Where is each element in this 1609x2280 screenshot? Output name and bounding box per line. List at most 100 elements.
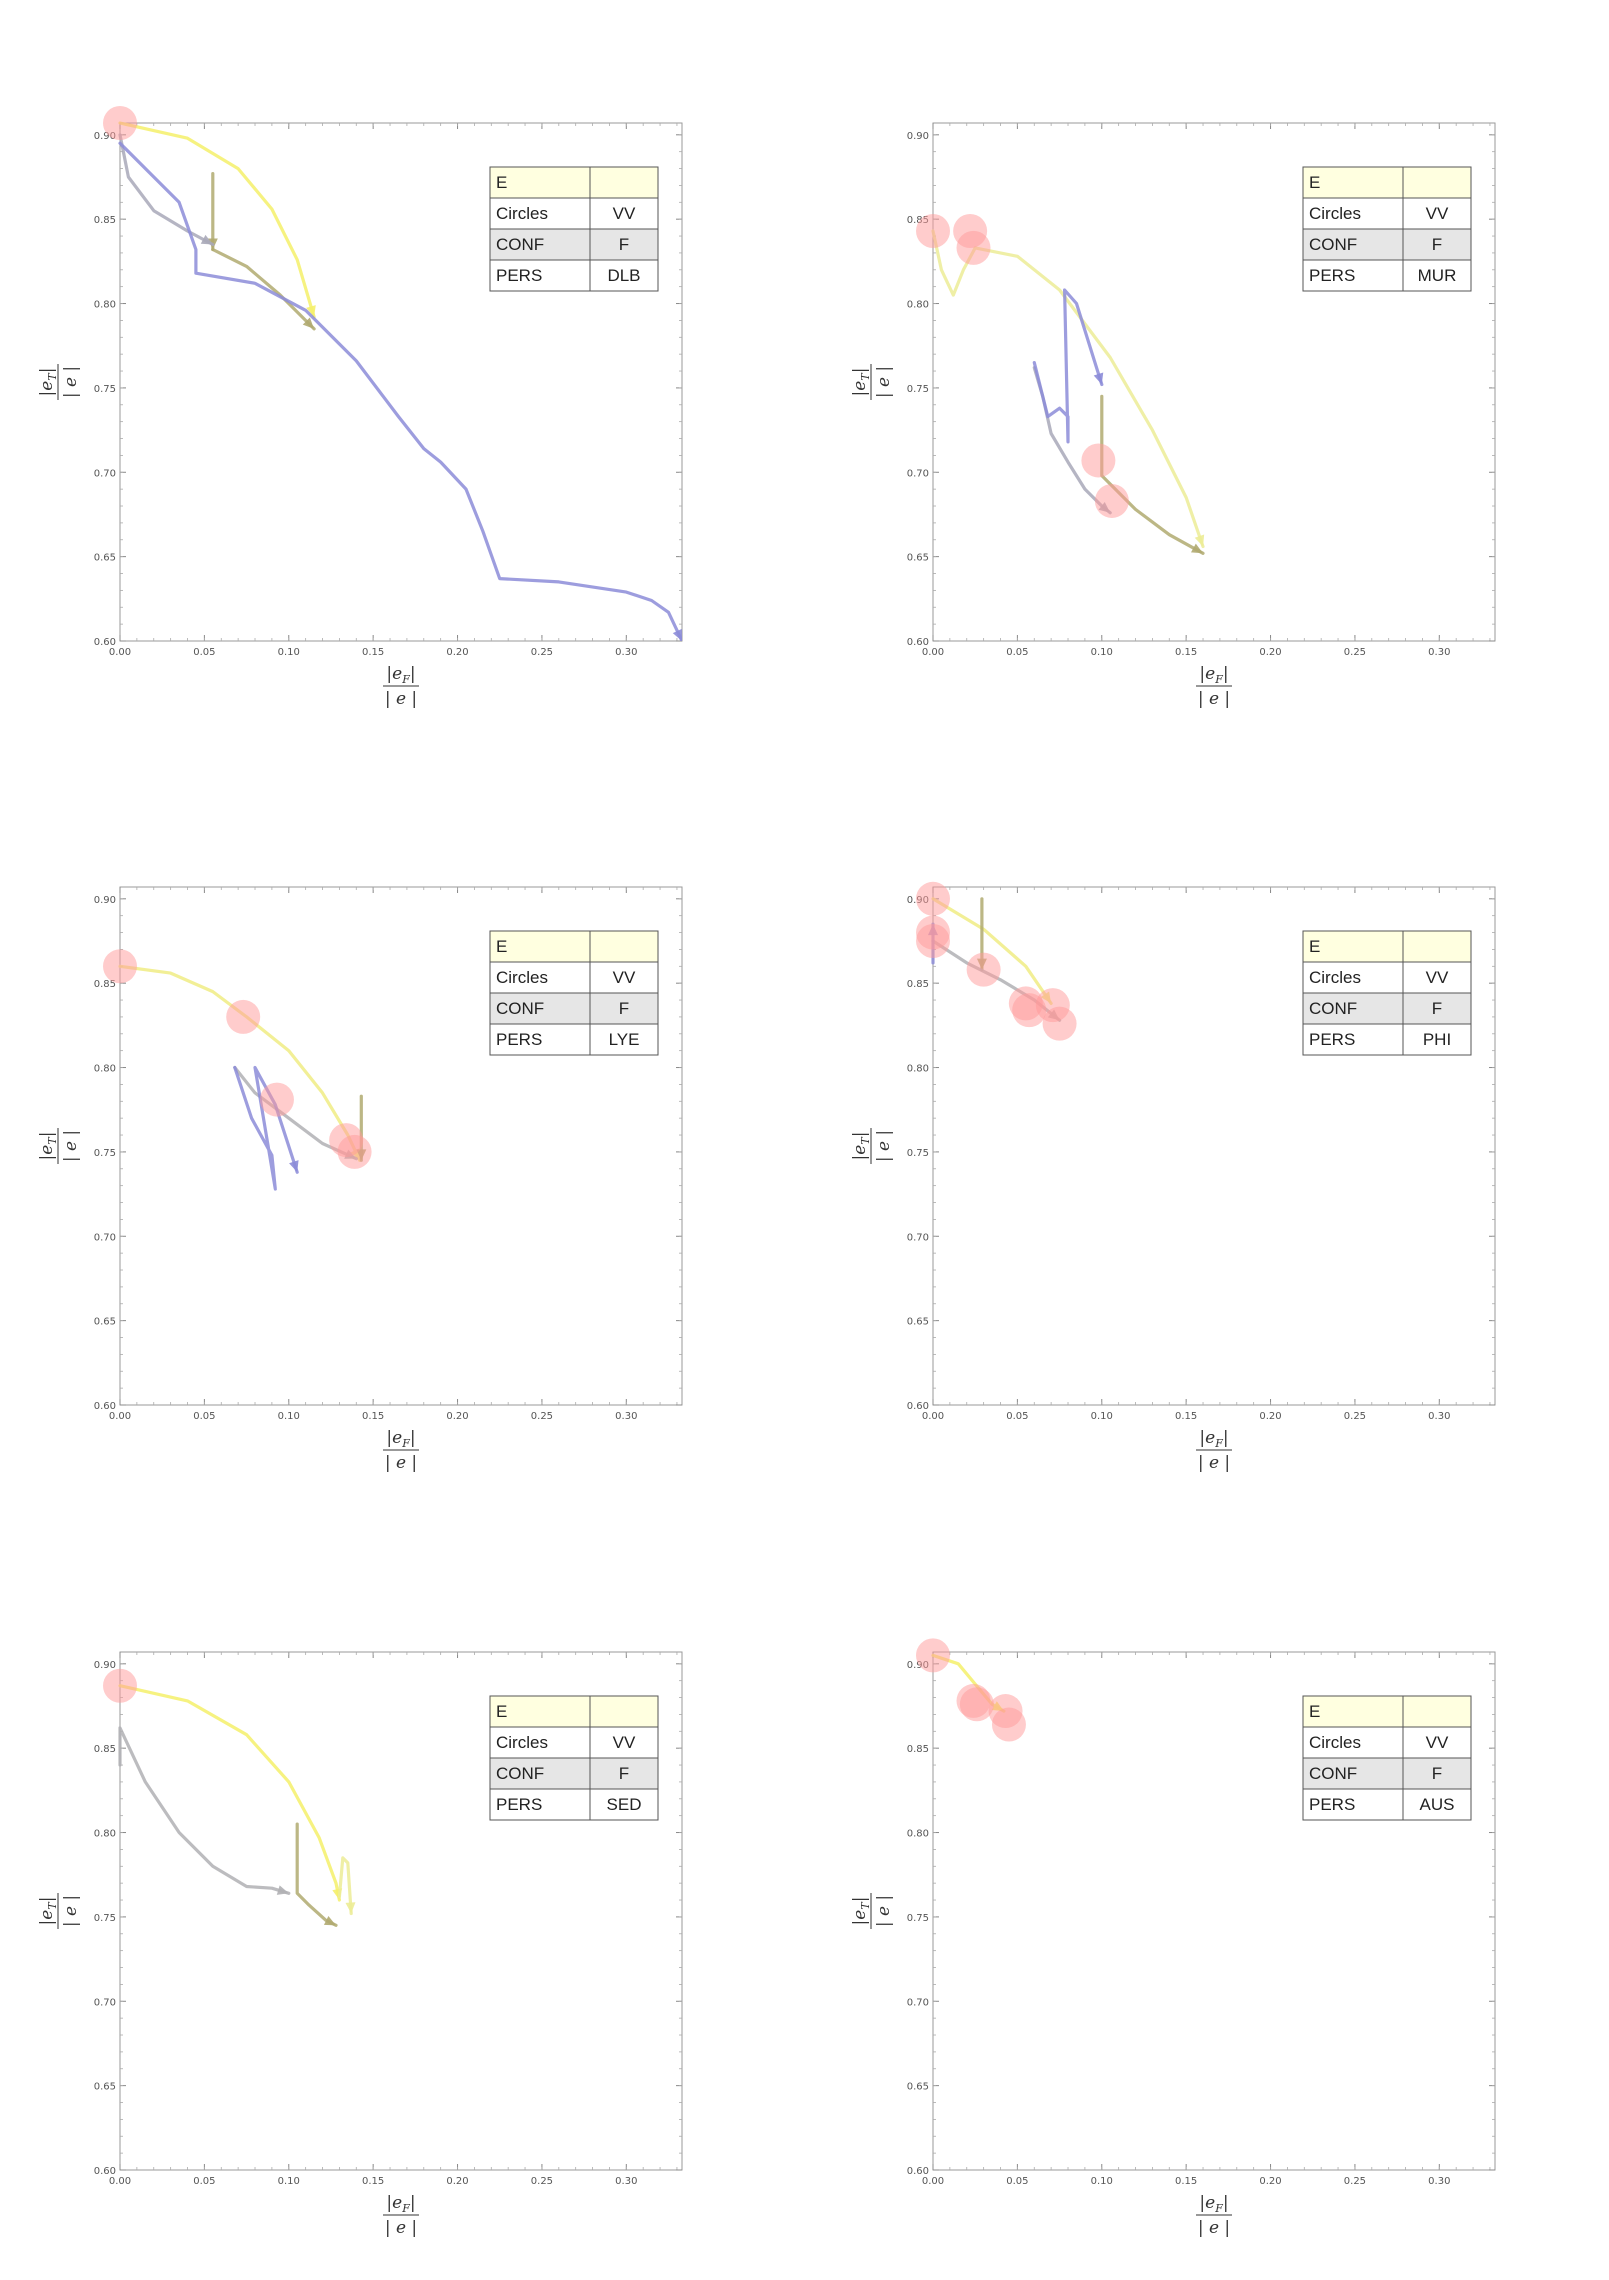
x-tick-label: 0.00	[922, 647, 944, 658]
legend-row-bg	[490, 260, 658, 291]
y-axis-label-subscript: T	[859, 372, 872, 381]
x-tick-label: 0.25	[531, 1411, 553, 1422]
legend-row-bg	[1303, 198, 1471, 229]
y-tick-label: 0.70	[907, 468, 929, 479]
circle-marker-4	[966, 952, 1001, 987]
circle-marker-2	[226, 999, 261, 1034]
x-axis-label: |eF| | e |	[1196, 664, 1232, 709]
x-axis-label: |eF| | e |	[1196, 2193, 1232, 2238]
x-tick-label: 0.25	[531, 2176, 553, 2187]
y-axis-label-denominator: | e |	[874, 1895, 894, 1927]
series-line-4	[233, 1065, 299, 1191]
legend-row-bg	[490, 229, 658, 260]
plot-frame	[119, 122, 683, 642]
x-axis-label: |eF| | e |	[383, 1428, 419, 1473]
y-axis-label-subscript: T	[46, 1136, 59, 1145]
legend-cell-key: E	[1309, 1702, 1320, 1721]
series-arrow-4	[289, 1160, 299, 1173]
legend-cell-key: PERS	[496, 266, 542, 285]
series-line-1	[118, 1684, 341, 1902]
y-axis-label-denominator: | e |	[61, 1895, 81, 1927]
y-tick-label: 0.65	[907, 1317, 929, 1328]
y-tick-label: 0.65	[94, 1317, 116, 1328]
legend-row-bg	[490, 1024, 658, 1055]
x-tick-label: 0.15	[362, 1411, 384, 1422]
x-tick-label: 0.25	[531, 647, 553, 658]
x-axis-label-numerator: |eF|	[386, 1428, 415, 1450]
legend-row-bg	[1303, 260, 1471, 291]
x-axis-label-bar: |	[1223, 1428, 1229, 1448]
series-arrow-1	[306, 305, 316, 318]
x-tick-label: 0.10	[278, 647, 300, 658]
x-tick-label: 0.05	[193, 1411, 215, 1422]
legend-cell-key: Circles	[1309, 1733, 1361, 1752]
y-tick-label: 0.70	[907, 1232, 929, 1243]
chart-panel-3: 0.00 0.05 0.10 0.15 0.20 0.25 0.30 0.60 0.65 0.70…	[37, 886, 683, 1473]
chart-panel-4: 0.00 0.05 0.10 0.15 0.20 0.25 0.30 0.60 0.65 0.70…	[850, 881, 1496, 1473]
chart-panel-5: 0.00 0.05 0.10 0.15 0.20 0.25 0.30 0.60 0.65 0.70…	[37, 1651, 683, 2238]
series-arrow-4	[200, 234, 213, 245]
y-tick-label: 0.75	[907, 1913, 929, 1924]
y-tick-label: 0.90	[907, 131, 929, 142]
x-axis-label-denominator: | e |	[1198, 1453, 1230, 1473]
y-axis-label-numerator: |eT|	[37, 368, 59, 397]
y-tick-label: 0.60	[94, 2166, 116, 2177]
chart-panel-2: 0.00 0.05 0.10 0.15 0.20 0.25 0.30 0.60 0.65 0.70…	[850, 122, 1496, 709]
x-axis-label-bar: |	[1223, 664, 1229, 684]
series-line-4	[1032, 288, 1104, 444]
series-line-3	[295, 1822, 338, 1927]
y-axis-label-bar: |	[850, 368, 870, 374]
x-axis-label-subscript: F	[1214, 2202, 1223, 2215]
legend-cell-key: Circles	[1309, 204, 1361, 223]
x-tick-label: 0.05	[1006, 2176, 1028, 2187]
legend-row-bg	[490, 1696, 658, 1727]
x-tick-label: 0.20	[1259, 2176, 1281, 2187]
series-line-4	[118, 133, 215, 247]
legend-row-bg	[490, 1727, 658, 1758]
y-axis-label-denominator: | e |	[874, 366, 894, 398]
plot-frame	[119, 1651, 683, 2171]
y-tick-label: 0.60	[907, 1401, 929, 1412]
x-tick-label: 0.25	[1344, 1411, 1366, 1422]
legend-row-bg	[490, 962, 658, 993]
x-axis-label-denominator: | e |	[385, 689, 417, 709]
x-tick-label: 0.05	[1006, 1411, 1028, 1422]
x-axis-label: |eF| | e |	[383, 2193, 419, 2238]
circle-marker-5	[991, 1707, 1026, 1742]
series-arrow-2	[345, 1902, 356, 1914]
legend-cell-key: Circles	[496, 968, 548, 987]
x-axis-label-numerator: |eF|	[1199, 1428, 1228, 1450]
series-line-1	[931, 897, 1053, 1005]
legend-cell-key: Circles	[1309, 968, 1361, 987]
y-axis-label: |eT| | e |	[850, 1128, 894, 1164]
x-tick-label: 0.15	[362, 2176, 384, 2187]
y-axis-label-numerator: |eT|	[37, 1132, 59, 1161]
legend-cell-key: E	[496, 937, 507, 956]
x-axis-label-numerator: |eF|	[1199, 2193, 1228, 2215]
y-axis-label-subscript: T	[859, 1136, 872, 1145]
y-tick-label: 0.75	[94, 384, 116, 395]
series-arrow-3	[323, 1915, 337, 1926]
series-arrow-1	[1194, 534, 1205, 547]
y-tick-label: 0.65	[907, 553, 929, 564]
x-axis-label-denominator: | e |	[385, 2218, 417, 2238]
x-tick-label: 0.20	[1259, 647, 1281, 658]
plot-frame	[932, 122, 1496, 642]
x-axis-label-numerator: |eF|	[386, 664, 415, 686]
circle-marker-5	[1094, 483, 1129, 518]
x-axis-label-numerator: |eF|	[1199, 664, 1228, 686]
legend-cell-key: E	[1309, 937, 1320, 956]
x-tick-label: 0.25	[1344, 2176, 1366, 2187]
y-tick-label: 0.90	[94, 1660, 116, 1671]
plot-frame	[932, 886, 1496, 1406]
series-arrow-4	[276, 1885, 289, 1895]
y-tick-label: 0.75	[94, 1913, 116, 1924]
legend-cell-value: AUS	[1420, 1795, 1455, 1814]
x-tick-label: 0.10	[1091, 1411, 1113, 1422]
legend-cell-value: VV	[1426, 968, 1449, 987]
legend-cell-key: CONF	[1309, 1764, 1357, 1783]
legend-cell-key: E	[496, 1702, 507, 1721]
x-tick-label: 0.15	[1175, 2176, 1197, 2187]
legend-cell-key: Circles	[496, 1733, 548, 1752]
